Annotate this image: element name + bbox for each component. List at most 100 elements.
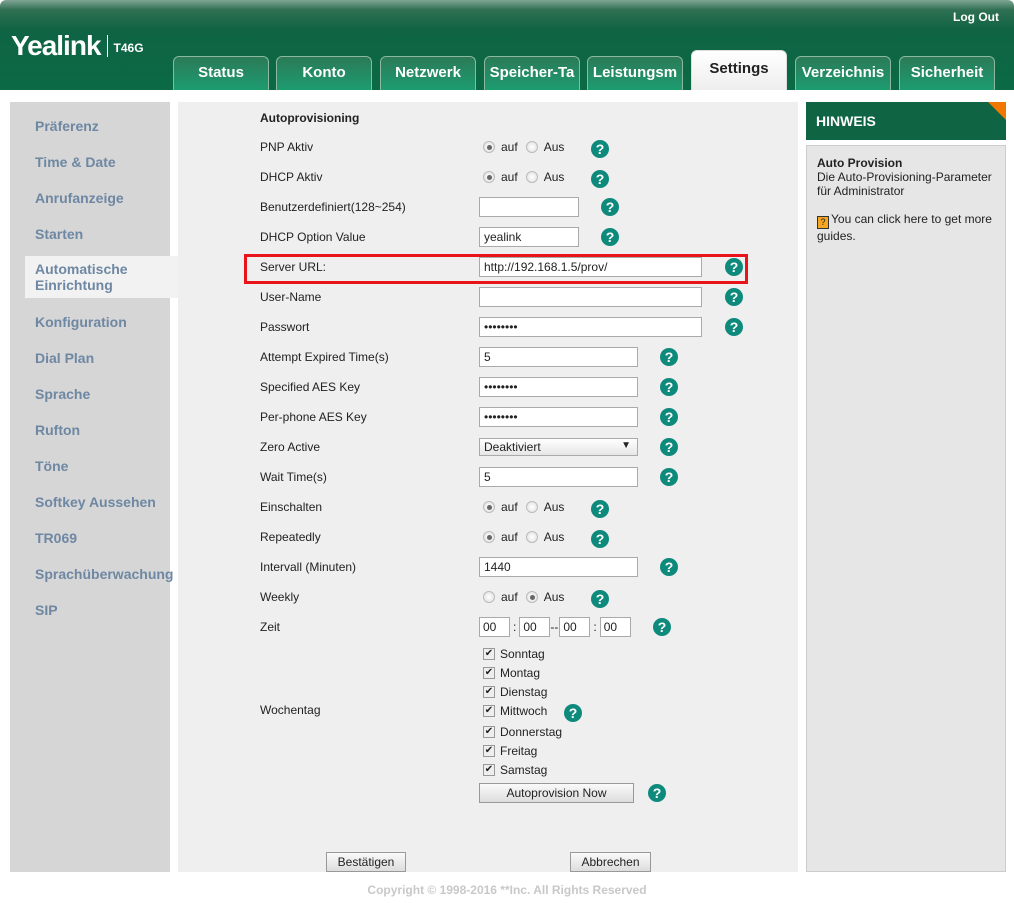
repeatedly-label: Repeatedly [260,530,321,544]
einschalten-on-radio[interactable] [483,501,495,513]
sidebar-item-automatischeeinrichtung[interactable]: Automatische Einrichtung [25,256,188,298]
tab-leistungsm[interactable]: Leistungsm [587,56,683,90]
help-icon[interactable]: ? [601,228,619,246]
donnerstag-checkbox[interactable]: ✔ [483,726,495,738]
attempt-input[interactable]: 5 [479,347,638,367]
help-icon[interactable]: ? [601,198,619,216]
samstag-checkbox[interactable]: ✔ [483,764,495,776]
perphone-aes-input[interactable]: •••••••• [479,407,638,427]
help-icon[interactable]: ? [725,258,743,276]
help-icon[interactable]: ? [564,704,582,722]
wait-input[interactable]: 5 [479,467,638,487]
day-donnerstag[interactable]: ✔ Donnerstag [479,723,562,741]
row-intervall: Intervall (Minuten) 1440? [178,552,798,582]
day-mittwoch[interactable]: ✔ Mittwoch [479,702,547,720]
sidebar-item-sip[interactable]: SIP [35,602,58,618]
weekly-off-label: Aus [543,590,565,604]
help-icon[interactable]: ? [591,170,609,188]
sidebar-item-tne[interactable]: Töne [35,458,69,474]
dhcp-option-control: yealink [479,227,579,247]
tab-speicherta[interactable]: Speicher-Ta [484,56,580,90]
help-icon[interactable]: ? [725,318,743,336]
intervall-input[interactable]: 1440 [479,557,638,577]
repeatedly-off-radio[interactable] [525,531,538,543]
end-hour-input[interactable]: 00 [559,617,591,637]
sonntag-checkbox[interactable]: ✔ [483,648,495,660]
sidebar-item-dialplan[interactable]: Dial Plan [35,350,95,366]
help-icon[interactable]: ? [660,468,678,486]
weekly-on-radio[interactable] [483,591,495,603]
guide-link[interactable]: ? You can click here to get more guides. [817,212,992,243]
sidebar-item-starten[interactable]: Starten [35,226,84,242]
dhcp-option-label: DHCP Option Value [260,230,366,244]
help-icon[interactable]: ? [660,378,678,396]
tab-status[interactable]: Status [173,56,269,90]
day-dienstag[interactable]: ✔ Dienstag [479,683,547,701]
custom-control [479,197,579,217]
cancel-button[interactable]: Abbrechen [570,852,651,872]
help-icon[interactable]: ? [725,288,743,306]
time-separator: : [513,620,517,634]
tab-settings[interactable]: Settings [691,50,787,90]
username-control [479,287,702,307]
start-minute-input[interactable]: 00 [519,617,551,637]
perphone-aes-label: Per-phone AES Key [260,410,367,424]
weekly-off-radio[interactable] [525,591,538,603]
day-montag[interactable]: ✔ Montag [479,664,540,682]
sidebar-item-softkeyaussehen[interactable]: Softkey Aussehen [35,494,156,510]
pnp-on-radio[interactable] [483,141,495,153]
username-input[interactable] [479,287,702,307]
day-sonntag[interactable]: ✔ Sonntag [479,645,545,663]
mittwoch-label: Mittwoch [500,704,548,718]
sidebar-item-rufton[interactable]: Rufton [35,422,81,438]
dhcp-option-input[interactable]: yealink [479,227,579,247]
custom-input[interactable] [479,197,579,217]
einschalten-off-radio[interactable] [525,501,538,513]
confirm-button[interactable]: Bestätigen [326,852,406,872]
zero-active-value: Deaktiviert [484,440,541,454]
help-icon[interactable]: ? [660,348,678,366]
server-url-input[interactable]: http://192.168.1.5/prov/ [479,257,702,277]
wochentag-label: Wochentag [260,703,321,717]
help-icon[interactable]: ? [653,618,671,636]
freitag-checkbox[interactable]: ✔ [483,745,495,757]
zero-active-select[interactable]: Deaktiviert ▼ [479,438,638,456]
dhcp-off-radio[interactable] [525,171,538,183]
password-input[interactable]: •••••••• [479,317,702,337]
tab-konto[interactable]: Konto [276,56,372,90]
donnerstag-label: Donnerstag [500,725,563,739]
sidebar-item-timedate[interactable]: Time & Date [35,154,116,170]
help-icon[interactable]: ? [591,530,609,548]
day-freitag[interactable]: ✔ Freitag [479,742,537,760]
tab-verzeichnis[interactable]: Verzeichnis [795,56,891,90]
sidebar-item-anrufanzeige[interactable]: Anrufanzeige [35,190,124,206]
dienstag-checkbox[interactable]: ✔ [483,686,495,698]
sidebar-item-sprache[interactable]: Sprache [35,386,91,402]
repeatedly-on-radio[interactable] [483,531,495,543]
tab-sicherheit[interactable]: Sicherheit [899,56,995,90]
sidebar-item-konfiguration[interactable]: Konfiguration [35,314,127,330]
autoprovision-now-button[interactable]: Autoprovision Now [479,783,634,803]
start-hour-input[interactable]: 00 [479,617,510,637]
sidebar-item-prferenz[interactable]: Präferenz [35,118,99,134]
end-minute-input[interactable]: 00 [599,617,631,637]
pnp-off-radio[interactable] [525,141,538,153]
zeit-label: Zeit [260,620,281,634]
help-icon[interactable]: ? [660,408,678,426]
montag-checkbox[interactable]: ✔ [483,667,495,679]
logout-link[interactable]: Log Out [953,10,999,24]
help-icon[interactable]: ? [660,558,678,576]
mittwoch-checkbox[interactable]: ✔ [483,705,495,717]
sidebar-item-tr[interactable]: TR069 [35,530,78,546]
help-icon[interactable]: ? [591,590,609,608]
sidebar-item-sprachberwachung[interactable]: Sprachüberwachung [35,566,174,582]
custom-label: Benutzerdefiniert(128~254) [260,200,406,214]
help-icon[interactable]: ? [591,500,609,518]
day-samstag[interactable]: ✔ Samstag [479,761,547,779]
help-icon[interactable]: ? [591,140,609,158]
tab-netzwerk[interactable]: Netzwerk [380,56,476,90]
help-icon[interactable]: ? [648,784,666,802]
help-icon[interactable]: ? [660,438,678,456]
aes-input[interactable]: •••••••• [479,377,638,397]
dhcp-on-radio[interactable] [483,171,495,183]
